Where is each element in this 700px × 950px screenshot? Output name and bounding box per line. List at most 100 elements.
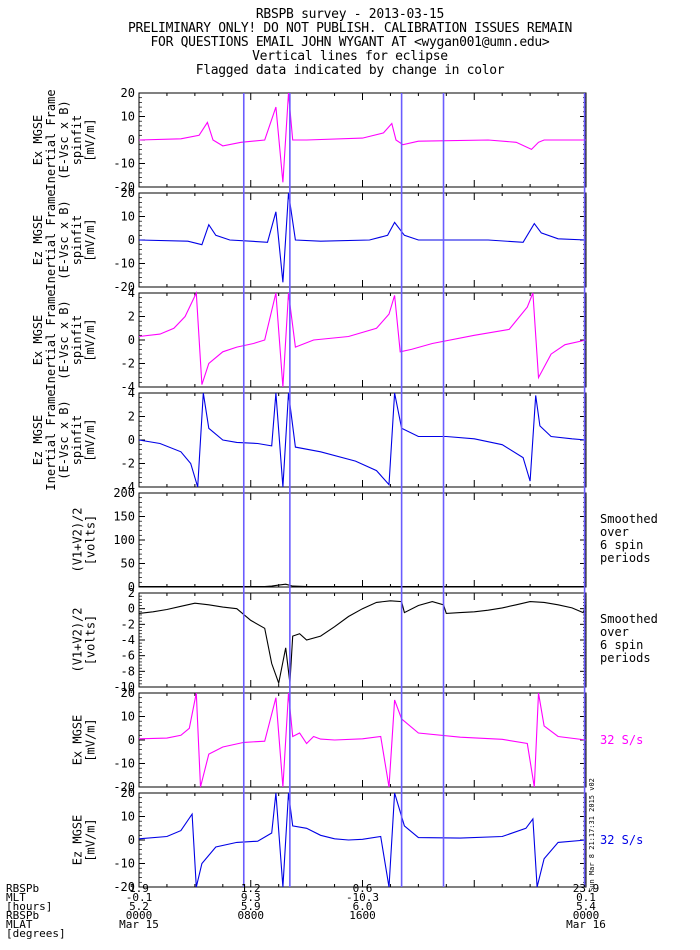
panel-6-frame xyxy=(138,592,587,688)
y-tick-label: 2 xyxy=(128,310,135,324)
panel-3-series-line xyxy=(138,290,587,388)
warning-line: PRELIMINARY ONLY! DO NOT PUBLISH. CALIBR… xyxy=(127,21,573,36)
y-tick-label: 50 xyxy=(121,557,135,571)
panel-8-frame xyxy=(138,792,587,888)
panel-1-frame xyxy=(138,92,587,188)
y-tick-label: -2 xyxy=(121,357,135,371)
y-tick-label: 10 xyxy=(121,810,135,824)
y-tick-label: -2 xyxy=(121,457,135,471)
panel-5-ylabel: (V1+V2)/2 xyxy=(71,507,85,572)
y-tick-label: 10 xyxy=(121,710,135,724)
y-tick-label: 4 xyxy=(128,286,135,300)
eclipse-note: Vertical lines for eclipse xyxy=(252,49,448,64)
panel-7-series-line xyxy=(138,692,587,788)
y-tick-label: -4 xyxy=(121,480,135,494)
y-tick-label: -6 xyxy=(121,649,135,663)
panel-2-ylabel: (E-Vsc x B) xyxy=(57,200,71,279)
panel-4-series-line xyxy=(138,392,587,488)
x-axis-value: 9.3 xyxy=(241,891,261,904)
panel-6-right-label: Smoothed xyxy=(600,612,658,626)
x-axis-value: 5.4 xyxy=(576,900,596,913)
panel-1-ylabel: (E-Vsc x B) xyxy=(57,100,71,179)
panel-2-series-line xyxy=(138,192,587,283)
y-tick-label: -20 xyxy=(113,280,135,294)
y-tick-label: -10 xyxy=(113,680,135,694)
panel-1-ylabel: [mV/m] xyxy=(83,118,97,161)
x-axis-value: 0000 xyxy=(573,909,600,922)
x-axis-value: 0.1 xyxy=(576,891,596,904)
panel-3-ylabel: (E-Vsc x B) xyxy=(57,300,71,379)
y-tick-label: -10 xyxy=(113,157,135,171)
panel-5-right-label: periods xyxy=(600,551,651,565)
y-tick-label: 0 xyxy=(128,233,135,247)
y-tick-label: 0 xyxy=(128,433,135,447)
y-tick-label: -10 xyxy=(113,857,135,871)
panel-6-right-label: 6 spin xyxy=(600,638,643,652)
panel-4-ylabel: spinfit xyxy=(70,415,84,466)
panel-5-right-label: 6 spin xyxy=(600,538,643,552)
panel-8-right-label: 32 S/s xyxy=(600,833,643,847)
panel-5-ylabel: [volts] xyxy=(84,515,98,566)
y-tick-label: 200 xyxy=(113,486,135,500)
contact-line: FOR QUESTIONS EMAIL JOHN WYGANT AT <wyga… xyxy=(150,35,550,50)
panel-6-right-label: over xyxy=(600,625,629,639)
x-axis-value: Mar 15 xyxy=(119,918,159,931)
panel-1-ylabel: Inertial Frame xyxy=(44,89,58,190)
y-tick-label: 20 xyxy=(121,686,135,700)
panel-6-ylabel: [volts] xyxy=(84,615,98,666)
y-tick-label: 20 xyxy=(121,786,135,800)
y-tick-label: 10 xyxy=(121,210,135,224)
x-axis-row-label: MLT xyxy=(6,891,26,904)
panel-4-ylabel: [mV/m] xyxy=(83,418,97,461)
y-tick-label: 0 xyxy=(128,333,135,347)
panel-8-ylabel: [mV/m] xyxy=(84,818,98,861)
y-tick-label: 20 xyxy=(121,186,135,200)
y-tick-label: -20 xyxy=(113,780,135,794)
panel-2-ylabel: Inertial Frame xyxy=(44,189,58,290)
panel-7-right-label: 32 S/s xyxy=(600,733,643,747)
y-tick-label: 4 xyxy=(128,386,135,400)
x-axis-value: 5.2 xyxy=(129,900,149,913)
x-axis-row-label: [hours] xyxy=(6,900,52,913)
x-axis-value: 1.9 xyxy=(129,882,149,895)
panel-1-ylabel: spinfit xyxy=(70,115,84,166)
panel-3-ylabel: [mV/m] xyxy=(83,318,97,361)
panel-2-ylabel: Ez MGSE xyxy=(31,215,45,266)
y-tick-label: 2 xyxy=(128,586,135,600)
panel-7-frame xyxy=(138,692,587,788)
panel-4-ylabel: Inertial Frame xyxy=(44,389,58,490)
y-tick-label: 10 xyxy=(121,110,135,124)
y-tick-label: 2 xyxy=(128,410,135,424)
y-tick-label: -4 xyxy=(121,380,135,394)
x-axis-value: -0.1 xyxy=(126,891,153,904)
panel-6-right-label: periods xyxy=(600,651,651,665)
y-tick-label: 0 xyxy=(128,733,135,747)
timestamp-stamp: Sun Mar 8 21:17:31 2015 v02 xyxy=(588,778,596,892)
panel-7-ylabel: Ex MGSE xyxy=(71,715,85,766)
panel-1-series-line xyxy=(138,92,586,183)
x-axis-row-label: RBSPb xyxy=(6,882,39,895)
x-axis-value: 1.2 xyxy=(241,882,261,895)
y-tick-label: -10 xyxy=(113,757,135,771)
y-tick-label: 0 xyxy=(128,580,135,594)
panel-8-ylabel: Ez MGSE xyxy=(71,815,85,866)
y-tick-label: 20 xyxy=(121,86,135,100)
x-axis-value: 0000 xyxy=(126,909,153,922)
y-tick-label: -20 xyxy=(113,180,135,194)
panel-2-ylabel: [mV/m] xyxy=(83,218,97,261)
x-axis-row-label: MLAT xyxy=(6,918,33,931)
y-tick-label: -8 xyxy=(121,664,135,678)
y-tick-label: -2 xyxy=(121,617,135,631)
x-axis-row-label: RBSPb xyxy=(6,909,39,922)
y-tick-label: 0 xyxy=(128,133,135,147)
x-axis-value: 0800 xyxy=(238,909,265,922)
y-tick-label: -4 xyxy=(121,633,135,647)
panel-3-ylabel: Ex MGSE xyxy=(31,315,45,366)
x-axis-value: 6.0 xyxy=(353,900,373,913)
panel-3-ylabel: Inertial Frame xyxy=(44,289,58,390)
y-tick-label: 100 xyxy=(113,533,135,547)
panel-5-right-label: Smoothed xyxy=(600,512,658,526)
y-tick-label: -10 xyxy=(113,257,135,271)
panel-5-series-line xyxy=(139,583,586,588)
